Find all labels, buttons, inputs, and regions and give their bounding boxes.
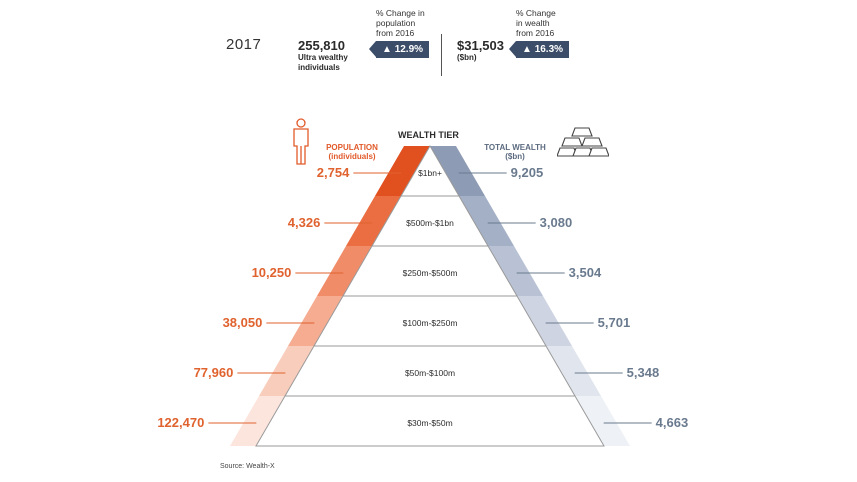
population-header-line-2: (individuals) <box>328 152 376 161</box>
wealth-change-badge: ▲ 16.3% <box>516 41 570 58</box>
wealth-header: TOTAL WEALTH ($bn) <box>476 143 554 161</box>
wealth-value-label: 9,205 <box>511 165 544 180</box>
population-band <box>288 296 343 346</box>
pop-change-note-3: from 2016 <box>376 28 415 38</box>
population-value-label: 77,960 <box>194 365 234 380</box>
wealth-value-label: 3,080 <box>540 215 573 230</box>
year-label: 2017 <box>226 36 262 53</box>
tier-label: $100m-$250m <box>403 318 458 328</box>
wealth-unit: ($bn) <box>457 53 477 62</box>
population-band <box>259 346 314 396</box>
pop-change-note-2: population <box>376 18 416 28</box>
population-value-label: 10,250 <box>252 265 292 280</box>
wealth-band <box>517 296 572 346</box>
pop-badge-notch <box>369 41 376 57</box>
wealth-header-line-2: ($bn) <box>505 152 525 161</box>
population-value-label: 4,326 <box>288 215 321 230</box>
gold-bars-icon <box>557 127 609 157</box>
wealth-band <box>459 196 514 246</box>
tier-label: $50m-$100m <box>405 368 455 378</box>
population-band <box>375 146 430 196</box>
tier-label: $500m-$1bn <box>406 218 454 228</box>
header-divider <box>441 34 442 76</box>
tier-label: $250m-$500m <box>403 268 458 278</box>
pop-change-badge: ▲ 12.9% <box>376 41 430 58</box>
population-caption-1: Ultra wealthy <box>298 53 348 62</box>
pop-change-note-1: % Change in <box>376 8 425 18</box>
wealth-change-value: 16.3% <box>534 44 564 55</box>
wealth-change-note-1: % Change <box>516 8 556 18</box>
source-note: Source: Wealth-X <box>220 463 275 470</box>
wealth-band <box>575 396 630 446</box>
wealth-band <box>546 346 601 396</box>
population-header-line-1: POPULATION <box>326 143 378 152</box>
wealth-value-label: 5,348 <box>627 365 660 380</box>
population-value-label: 122,470 <box>157 415 204 430</box>
wealth-header-line-1: TOTAL WEALTH <box>484 143 546 152</box>
population-value-label: 38,050 <box>223 315 263 330</box>
wealth-change-note-3: from 2016 <box>516 28 555 38</box>
tier-label: $1bn+ <box>418 168 442 178</box>
pop-change-value: 12.9% <box>394 44 424 55</box>
wealth-tier-header: WEALTH TIER <box>398 130 459 140</box>
population-header: POPULATION (individuals) <box>318 143 386 161</box>
wealth-band <box>488 246 543 296</box>
up-arrow-icon: ▲ <box>522 44 532 55</box>
population-band <box>346 196 401 246</box>
population-band <box>230 396 285 446</box>
population-value-label: 2,754 <box>317 165 350 180</box>
wealth-value-label: 3,504 <box>569 265 602 280</box>
wealth-total: $31,503 <box>457 38 504 53</box>
wealth-value-label: 4,663 <box>656 415 689 430</box>
tier-label: $30m-$50m <box>407 418 452 428</box>
population-band <box>317 246 372 296</box>
wealth-value-label: 5,701 <box>598 315 631 330</box>
population-total: 255,810 <box>298 38 345 53</box>
wealth-badge-notch <box>509 41 516 57</box>
person-icon <box>293 118 309 165</box>
wealth-band <box>430 146 485 196</box>
wealth-change-note-2: in wealth <box>516 18 550 28</box>
population-caption-2: individuals <box>298 63 340 72</box>
up-arrow-icon: ▲ <box>382 44 392 55</box>
